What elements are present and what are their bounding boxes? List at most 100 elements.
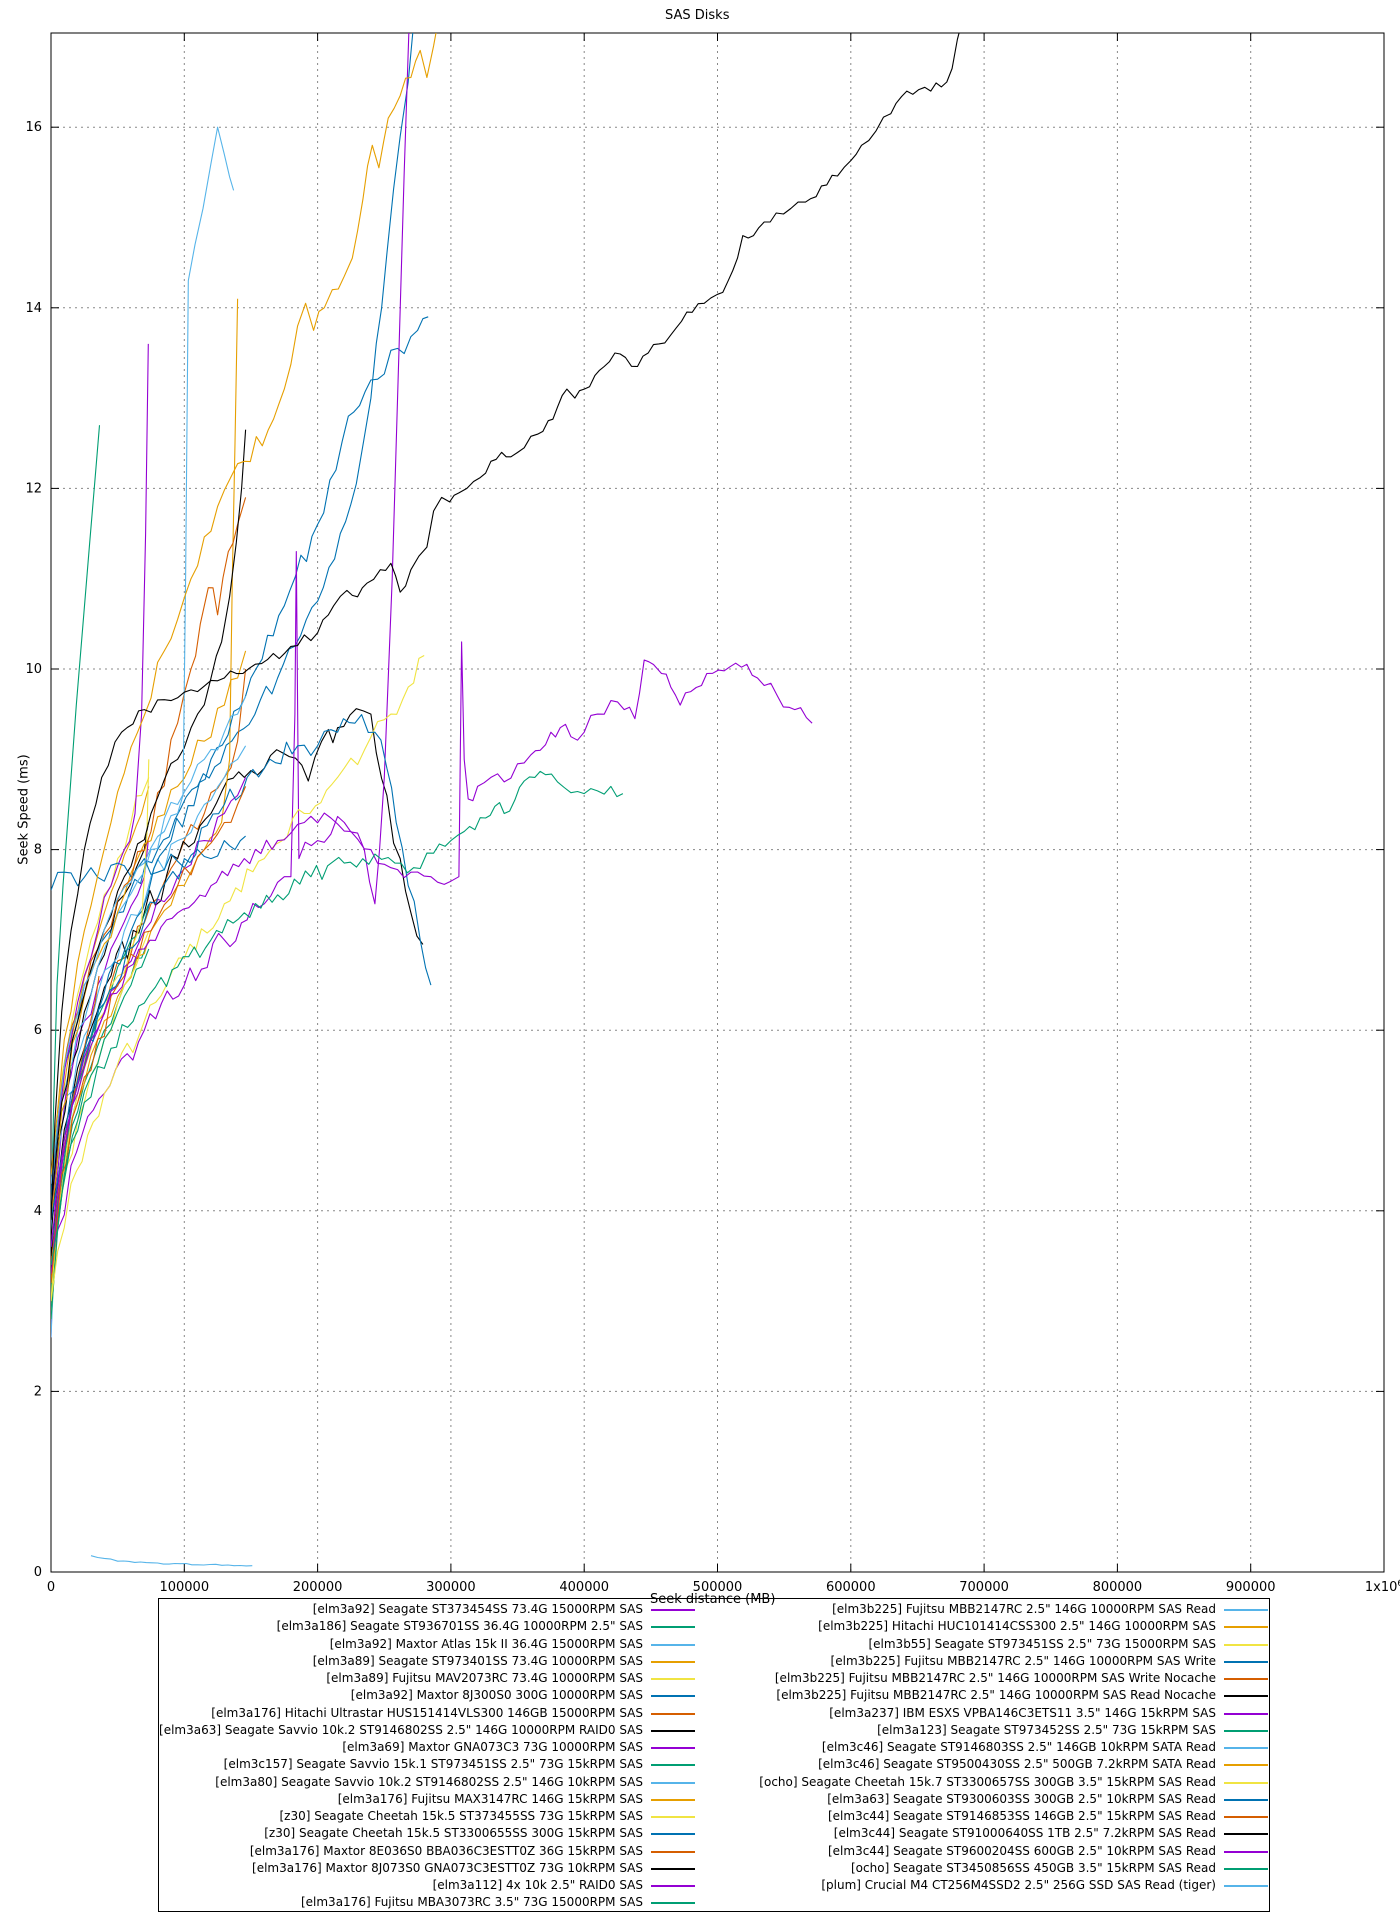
legend-item-sample-line <box>1224 1781 1268 1784</box>
legend-item-label: [elm3b55] Seagate ST973451SS 2.5" 73G 15… <box>868 1636 1216 1651</box>
legend-item-label: [elm3b225] Fujitsu MBB2147RC 2.5" 146G 1… <box>774 1671 1216 1685</box>
series-line-9 <box>51 343 149 1229</box>
legend-item-sample-line <box>1224 1678 1268 1680</box>
legend-item-sample-line <box>1224 1764 1268 1767</box>
series-line-12 <box>51 298 239 1284</box>
legend-item-label: [elm3a123] Seagate ST973452SS 2.5" 73G 1… <box>877 1722 1216 1737</box>
legend-item: [elm3a89] Fujitsu MAV2073RC 73.4G 10000R… <box>159 1670 1269 1687</box>
legend-item: [elm3b225] Fujitsu MBB2147RC 2.5" 146G 1… <box>159 1687 1269 1704</box>
legend-item-label: [plum] Crucial M4 CT256M4SSD2 2.5" 256G … <box>821 1878 1216 1892</box>
legend-item-label: [elm3a92] Seagate ST373454SS 73.4G 15000… <box>312 1602 643 1616</box>
legend-item-label: [elm3c44] Seagate ST9600204SS 600GB 2.5"… <box>827 1843 1216 1858</box>
legend-item: [plum] Crucial M4 CT256M4SSD2 2.5" 256G … <box>159 1877 1269 1894</box>
legend-item: [elm3a63] Seagate Savvio 10k.2 ST9146802… <box>159 1722 1269 1739</box>
series-line-29 <box>51 655 425 1302</box>
legend-item: [elm3a92] Maxtor 8J300S0 300G 10000RPM S… <box>159 1687 1269 1704</box>
series-line-17 <box>51 33 410 1275</box>
legend-item-label: [elm3c44] Seagate ST91000640SS 1TB 2.5" … <box>833 1826 1216 1841</box>
legend-item: [elm3a176] Fujitsu MBA3073RC 3.5" 73G 15… <box>159 1894 1269 1911</box>
legend-item-label: [elm3a80] Seagate Savvio 10k.2 ST9146802… <box>215 1774 643 1789</box>
legend-item-label: [elm3b225] Fujitsu MBB2147RC 2.5" 146G 1… <box>832 1602 1216 1616</box>
series-line-27 <box>51 126 235 1184</box>
legend-item-label: [ocho] Seagate Cheetah 15k.7 ST3300657SS… <box>759 1774 1216 1789</box>
legend-item-label: [elm3c44] Seagate ST9146853SS 146GB 2.5"… <box>827 1809 1216 1823</box>
legend-item: [elm3a92] Seagate ST373454SS 73.4G 15000… <box>159 1601 1269 1618</box>
legend-item: [ocho] Seagate ST3450856SS 450GB 3.5" 15… <box>159 1860 1269 1877</box>
legend-item-sample-line <box>1224 1798 1268 1801</box>
legend-item-label: [z30] Seagate Cheetah 15k.5 ST3300655SS … <box>264 1826 643 1841</box>
legend-item-sample-line <box>1224 1833 1268 1836</box>
legend-item: [z30] Seagate Cheetah 15k.5 ST3300655SS … <box>159 1825 1269 1842</box>
legend-item: [elm3b225] Hitachi HUC101414CSS300 2.5" … <box>159 1618 1269 1635</box>
legend-item-sample-line <box>651 1850 695 1853</box>
legend-item: [elm3a237] IBM ESXS VPBA146C3ETS11 3.5" … <box>159 1705 1269 1722</box>
legend-item: [elm3b225] Fujitsu MBB2147RC 2.5" 146G 1… <box>159 1601 1269 1618</box>
legend-item-sample-line <box>1224 1816 1268 1818</box>
legend-item: [elm3c44] Seagate ST9146853SS 146GB 2.5"… <box>159 1808 1269 1825</box>
series-line-8 <box>51 708 424 1257</box>
legend-item: [elm3b225] Fujitsu MBB2147RC 2.5" 146G 1… <box>159 1653 1269 1670</box>
series-line-33 <box>51 641 813 1247</box>
x-tick-label: 500000 <box>693 1580 743 1595</box>
series-line-21 <box>51 759 150 1302</box>
legend-item-sample-line <box>651 1833 695 1836</box>
y-tick-label: 10 <box>25 662 42 677</box>
legend-item: [z30] Seagate Cheetah 15k.5 ST373455SS 7… <box>159 1808 1269 1825</box>
x-tick-label: 200000 <box>293 1580 343 1595</box>
series-line-11 <box>51 745 247 1229</box>
x-tick-label: 400000 <box>559 1580 609 1595</box>
legend-item: [elm3c46] Seagate ST9146803SS 2.5" 146GB… <box>159 1739 1269 1756</box>
x-tick-label: 800000 <box>1093 1580 1143 1595</box>
legend-item-label: [elm3a237] IBM ESXS VPBA146C3ETS11 3.5" … <box>829 1705 1216 1720</box>
legend-item-sample-line <box>651 1764 695 1767</box>
legend-item: [elm3b225] Fujitsu MBB2147RC 2.5" 146G 1… <box>159 1670 1269 1687</box>
legend-item: [elm3a176] Hitachi Ultrastar HUS151414VL… <box>159 1705 1269 1722</box>
legend-item: [elm3a112] 4x 10k 2.5" RAID0 SAS <box>159 1877 1269 1894</box>
series-line-35 <box>90 1555 253 1567</box>
y-axis-label: Seek Speed (ms) <box>16 754 32 865</box>
x-tick-label: 700000 <box>959 1580 1009 1595</box>
legend-item-sample-line <box>651 1816 695 1818</box>
legend-item-sample-line <box>651 1902 695 1905</box>
legend-item: [elm3a176] Maxtor 8E036S0 BBA036C3ESTT0Z… <box>159 1843 1269 1860</box>
legend-item-sample-line <box>1224 1643 1268 1646</box>
y-tick-label: 16 <box>25 120 42 135</box>
y-tick-label: 6 <box>34 1023 42 1038</box>
legend-item-sample-line <box>651 1643 695 1646</box>
legend-item-label: [elm3c46] Seagate ST9500430SS 2.5" 500GB… <box>818 1757 1216 1772</box>
legend-item-label: [elm3a176] Maxtor 8E036S0 BBA036C3ESTT0Z… <box>249 1843 643 1858</box>
series-line-28 <box>51 33 437 1175</box>
series-line-4 <box>51 786 150 1238</box>
legend-item: [elm3c157] Seagate Savvio 15k.1 ST973451… <box>159 1756 1269 1773</box>
legend-item: [elm3c44] Seagate ST91000640SS 1TB 2.5" … <box>159 1825 1269 1842</box>
legend-item-sample-line <box>651 1781 695 1784</box>
legend-item-sample-line <box>651 1712 695 1715</box>
legend-item-sample-line <box>651 1867 695 1870</box>
x-tick-label: 0 <box>47 1580 55 1595</box>
x-tick-label: 600000 <box>826 1580 876 1595</box>
legend-item-sample-line <box>1224 1885 1268 1887</box>
series-line-31 <box>51 786 247 1284</box>
legend-item-label: [elm3a176] Fujitsu MAX3147RC 146G 15kRPM… <box>337 1791 643 1806</box>
legend-item: [elm3a176] Fujitsu MAX3147RC 146G 15kRPM… <box>159 1791 1269 1808</box>
legend-item-sample-line <box>1224 1747 1268 1749</box>
series-line-14 <box>51 316 429 1247</box>
legend-item-label: [elm3a89] Fujitsu MAV2073RC 73.4G 10000R… <box>326 1671 643 1685</box>
legend-item-label: [elm3a176] Fujitsu MBA3073RC 3.5" 73G 15… <box>300 1895 643 1910</box>
legend-item-label: [elm3b225] Hitachi HUC101414CSS300 2.5" … <box>818 1619 1216 1634</box>
series-line-7 <box>51 668 247 1266</box>
legend-item-sample-line <box>651 1609 695 1611</box>
legend: [elm3a92] Seagate ST373454SS 73.4G 15000… <box>158 1598 1270 1912</box>
legend-item-sample-line <box>651 1729 695 1732</box>
legend-item-sample-line <box>651 1660 695 1663</box>
legend-item: [elm3a123] Seagate ST973452SS 2.5" 73G 1… <box>159 1722 1269 1739</box>
legend-item-label: [elm3c157] Seagate Savvio 15k.1 ST973451… <box>223 1757 643 1772</box>
x-tick-label: 300000 <box>426 1580 476 1595</box>
legend-item-sample-line <box>1224 1729 1268 1732</box>
legend-item-label: [z30] Seagate Cheetah 15k.5 ST373455SS 7… <box>279 1809 644 1823</box>
legend-item-sample-line <box>651 1626 695 1629</box>
legend-item-sample-line <box>651 1798 695 1801</box>
legend-item: [ocho] Seagate Cheetah 15k.7 ST3300657SS… <box>159 1774 1269 1791</box>
chart-title: SAS Disks <box>665 8 730 23</box>
